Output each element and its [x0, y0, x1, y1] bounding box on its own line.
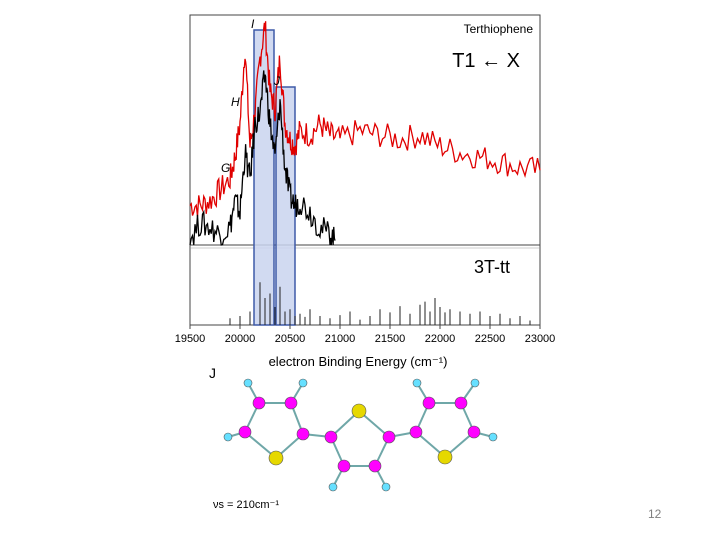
carbon-atom	[284, 396, 298, 410]
x-tick-label: 19500	[175, 333, 206, 345]
vibrational-mode-label: νs = 210cm⁻¹	[213, 499, 280, 511]
x-tick-label: 20500	[275, 333, 306, 345]
peak-label-g: G	[221, 161, 230, 175]
molecule-atoms	[223, 378, 498, 492]
x-tick-label: 20000	[225, 333, 256, 345]
sulfur-atom	[437, 449, 453, 465]
series-line-0	[189, 21, 541, 217]
carbon-atom	[296, 427, 310, 441]
peak-label-i: I	[251, 17, 255, 31]
peak-label-j: J	[273, 74, 281, 88]
carbon-atom	[252, 396, 266, 410]
page-number: 12	[648, 507, 662, 521]
carbon-atom	[409, 425, 423, 439]
chart-title: Terthiophene	[464, 22, 534, 36]
carbon-atom	[324, 430, 338, 444]
series-line-1	[189, 70, 336, 246]
x-tick-label: 21500	[375, 333, 406, 345]
hydrogen-atom	[298, 378, 308, 388]
carbon-atom	[467, 425, 481, 439]
terthiophene-molecule	[223, 378, 498, 492]
hydrogen-atom	[488, 432, 498, 442]
x-tick-label: 21000	[325, 333, 356, 345]
transition-label: T1 ← X	[452, 50, 520, 72]
molecule-bonds	[227, 382, 494, 488]
hydrogen-atom	[470, 378, 480, 388]
sulfur-atom	[268, 450, 284, 466]
spectrum-chart: 19500 20000 20500 21000 21500 22000 22500 23000…	[175, 14, 556, 369]
peak-labels: G H I J	[221, 17, 281, 175]
stick-spectrum-label: 3T-tt	[474, 257, 510, 277]
sulfur-atom	[351, 403, 367, 419]
carbon-atom	[382, 430, 396, 444]
carbon-atom	[337, 459, 351, 473]
x-tick-label: 22500	[475, 333, 506, 345]
stick-spectrum	[229, 282, 531, 325]
hydrogen-atom	[412, 378, 422, 388]
carbon-atom	[368, 459, 382, 473]
x-axis-label: electron Binding Energy (cm⁻¹)	[269, 354, 448, 369]
hydrogen-atom	[223, 432, 233, 442]
hydrogen-atom	[328, 482, 338, 492]
carbon-atom	[422, 396, 436, 410]
x-tick-label: 23000	[525, 333, 556, 345]
hydrogen-atom	[243, 378, 253, 388]
x-tick-label: 22000	[425, 333, 456, 345]
peak-label-h: H	[231, 95, 240, 109]
peak-j-annotation: J	[209, 365, 216, 381]
series-layer	[189, 21, 541, 246]
x-axis-ticks: 19500 20000 20500 21000 21500 22000 22500 23000	[175, 325, 556, 345]
carbon-atom	[454, 396, 468, 410]
hydrogen-atom	[381, 482, 391, 492]
carbon-atom	[238, 425, 252, 439]
